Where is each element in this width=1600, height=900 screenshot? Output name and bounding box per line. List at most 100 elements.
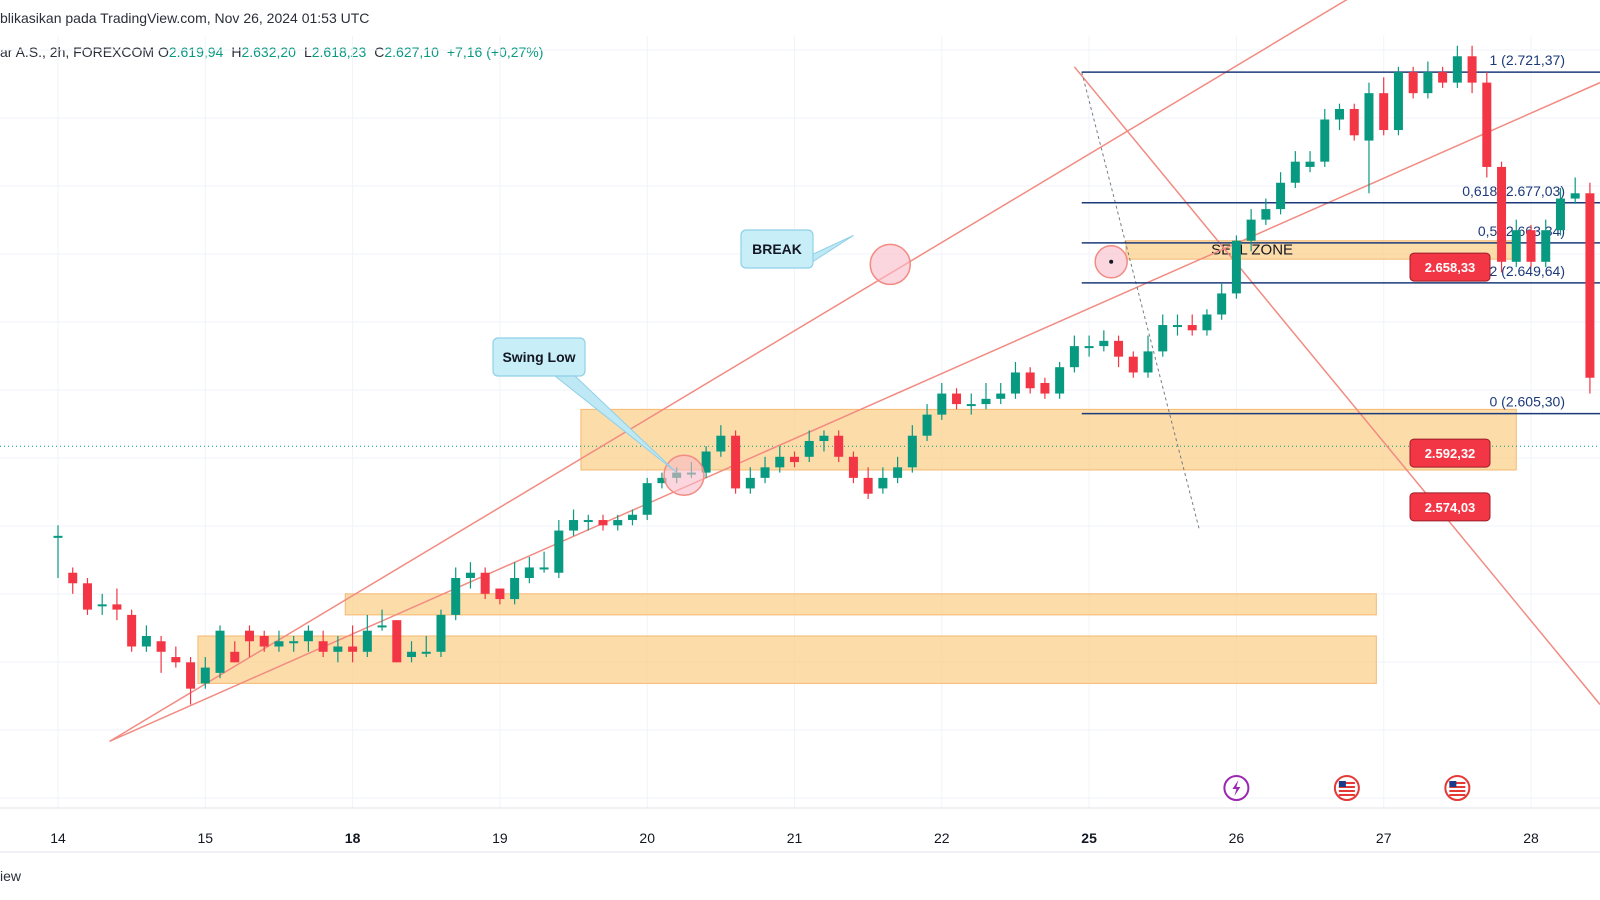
- candle-body: [244, 630, 254, 642]
- flag-stripe: [1449, 782, 1466, 784]
- candle-body: [1364, 93, 1374, 141]
- fib-level-label: 1 (2.721,37): [1490, 52, 1566, 68]
- candle-body: [1069, 346, 1079, 368]
- flag-stripe: [1449, 790, 1466, 792]
- candle-body: [495, 588, 505, 600]
- candle-body: [141, 635, 151, 647]
- flag-canton: [1338, 781, 1346, 787]
- x-tick-label: 22: [934, 830, 950, 846]
- trendline-support-steep: [109, 0, 1348, 743]
- candle-body: [1128, 356, 1138, 373]
- x-tick-label: 26: [1229, 830, 1245, 846]
- candle-body: [657, 477, 667, 484]
- break-circle: [869, 243, 911, 286]
- x-tick-label: 25: [1081, 830, 1097, 846]
- candle-body: [981, 398, 991, 405]
- candle-body: [1084, 346, 1094, 349]
- candle-body: [436, 614, 446, 652]
- fib-level-label: 0 (2.605,30): [1490, 394, 1566, 410]
- candle-body: [82, 583, 92, 610]
- candle-body: [834, 435, 844, 457]
- candle-body: [1423, 72, 1433, 94]
- ohlc-value: +7,16 (+0,27%): [446, 44, 544, 60]
- ohlc-label: C: [374, 44, 385, 60]
- candle-body: [613, 520, 623, 526]
- candle-body: [1099, 340, 1109, 347]
- ohlc-value: 2.627,10: [384, 44, 439, 60]
- candle-body: [1482, 82, 1492, 167]
- candle-body: [1040, 383, 1050, 394]
- candle-body: [701, 451, 711, 473]
- candle-body: [922, 414, 932, 436]
- candle-body: [156, 641, 166, 652]
- candle-body: [760, 467, 770, 478]
- price-badge-box: [1409, 252, 1491, 282]
- published-info: blikasikan pada TradingView.com, Nov 26,…: [0, 10, 370, 26]
- candle-body: [1379, 93, 1389, 131]
- swing-low-callout-label: Swing Low: [502, 349, 575, 365]
- flag-stripe: [1338, 782, 1355, 784]
- symbol-label: ar A.S., 2h, FOREXCOM: [0, 44, 155, 60]
- candle-body: [1438, 72, 1448, 83]
- candle-body: [1452, 56, 1462, 83]
- candle-body: [775, 456, 785, 468]
- candle-body: [539, 567, 549, 570]
- swing-low-callout-box: [492, 337, 586, 377]
- candle-body: [215, 630, 225, 673]
- candle-body: [1349, 108, 1359, 136]
- us-flag-event-icon: [1333, 775, 1360, 801]
- supply-demand-zone: [197, 635, 1377, 684]
- candle-body: [1408, 72, 1418, 94]
- candle-body: [377, 625, 387, 628]
- trend-lines: [109, 0, 1600, 743]
- candle-body: [112, 604, 122, 610]
- candle-body: [259, 635, 269, 647]
- fib-connector: [1081, 71, 1201, 531]
- candle-body: [200, 667, 210, 684]
- trendline-support-shallow: [109, 81, 1600, 743]
- candle-body: [569, 520, 579, 531]
- flag-stripe: [1449, 786, 1466, 788]
- candle-body: [451, 578, 461, 615]
- candle-body: [819, 435, 829, 441]
- x-tick-label: 20: [639, 830, 655, 846]
- sell-zone-label: SELL ZONE: [1211, 242, 1293, 259]
- candle-body: [1055, 367, 1065, 394]
- candle-body: [1114, 340, 1124, 357]
- fib-level-label: 0,5 (2.663,34): [1478, 223, 1565, 239]
- candle-body: [1320, 119, 1330, 162]
- supply-demand-zone: [344, 593, 1377, 616]
- flag-stripe: [1338, 794, 1355, 796]
- candle-body: [731, 435, 741, 489]
- candle-body: [53, 535, 63, 538]
- candle-body: [790, 456, 799, 463]
- candle-body: [274, 641, 284, 647]
- candle-body: [510, 578, 520, 600]
- x-tick-label: 28: [1523, 830, 1539, 846]
- candle-body: [68, 572, 78, 584]
- candle-body: [1261, 209, 1271, 220]
- candle-body: [1570, 193, 1580, 199]
- candle-body: [878, 477, 888, 489]
- swing-low-callout: Swing Low: [492, 337, 678, 473]
- candle-body: [171, 657, 181, 663]
- price-badge: 2.592,32: [1409, 438, 1491, 468]
- candle-body: [1025, 372, 1035, 389]
- fib-level-label: 0,618 (2.677,03): [1462, 183, 1565, 199]
- flag-stripe: [1338, 790, 1355, 792]
- ohlc-value: 2.632,20: [241, 44, 296, 60]
- x-tick-label: 27: [1376, 830, 1392, 846]
- candle-body: [333, 646, 343, 652]
- candle-body: [1526, 230, 1536, 262]
- candle-body: [716, 435, 726, 452]
- ohlc-values: O2.619,94 H2.632,20 L2.618,23 C2.627,10 +7,1…: [158, 44, 551, 60]
- candle-body: [97, 604, 107, 607]
- candle-body: [893, 467, 903, 478]
- candle-body: [1511, 230, 1521, 262]
- ohlc-legend: ar A.S., 2h, FOREXCOM O2.619,94 H2.632,20…: [0, 44, 551, 60]
- candle-body: [480, 572, 490, 594]
- candle-body: [1555, 198, 1565, 231]
- candle-body: [1467, 56, 1477, 83]
- break-callout-box: [740, 229, 814, 269]
